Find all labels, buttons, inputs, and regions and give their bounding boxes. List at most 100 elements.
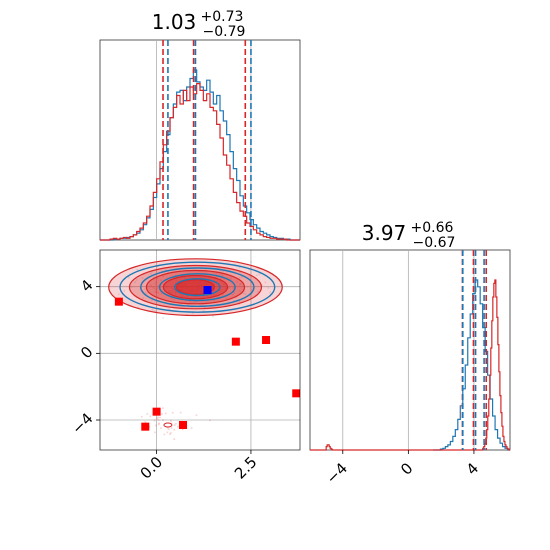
hist-panel-param2: −4 0 4 3.97 +0.66 −0.67 [309,220,511,488]
joint-scatter-point [123,289,126,292]
joint-red-square-2 [262,336,271,344]
hist-param2-x-tick-label-1: 0 [397,459,416,478]
joint-scatter-point [127,276,130,279]
joint-scatter-point [157,423,160,426]
joint-scatter-point [244,293,247,296]
joint-scatter-point [161,275,164,278]
joint-contours [108,258,283,428]
joint-scatter-point [161,407,164,410]
joint-scatter-point [155,290,158,293]
joint-scatter-point [174,291,177,294]
joint-scatter-point [238,276,241,279]
joint-scatter-point [206,295,209,298]
joint-scatter-point [160,412,163,415]
joint-scatter-point [117,293,120,296]
joint-scatter-point [179,411,182,414]
joint-scatter-point [223,278,226,281]
joint-scatter-point [169,431,172,434]
joint-scatter-point [144,420,147,423]
joint-scatter-point [159,279,162,282]
joint-scatter-point [176,425,179,428]
joint-scatter-point [171,287,174,290]
joint-scatter-point [143,287,146,290]
joint-red-square-4 [152,407,161,416]
joint-scatter-point [174,292,177,295]
joint-scatter-point [134,281,137,284]
joint-scatter-point [156,417,159,420]
joint-scatter-point [170,427,173,430]
joint-scatter-point [190,427,193,430]
joint-scatter-point [172,298,175,301]
joint-scatter-point [233,291,236,294]
joint-scatter-point [186,295,189,298]
joint-scatter-point [153,419,156,422]
joint-scatter-point [155,289,158,292]
joint-scatter-point [238,289,241,292]
joint-scatter-point [258,273,261,276]
joint-scatter-point [136,268,139,271]
param1-title: 1.03 +0.73 −0.79 [152,8,248,40]
joint-scatter-point [228,286,231,289]
hist-panel-param1: 1.03 +0.73 −0.79 [99,8,301,241]
joint-panel-frame [99,249,301,451]
joint-scatter-point [150,272,153,275]
joint-scatter-point [157,291,160,294]
joint-scatter-point [212,315,215,318]
joint-scatter-point [157,418,160,421]
joint-scatter-point [151,308,154,311]
joint-y-tick-label-2: 4 [77,276,96,295]
joint-scatter-point [264,281,267,284]
joint-contour-red-secondary [163,422,173,428]
joint-scatter-point [210,294,213,297]
joint-scatter-point [170,297,173,300]
joint-panel: 0.0 2.5 −4 0 4 [68,249,301,483]
joint-scatter-point [167,290,170,293]
joint-scatter-point [189,301,192,304]
joint-scatter-point [224,287,227,290]
hist-param2-x-tick-label-2: 4 [463,459,482,478]
joint-red-square-6 [179,421,188,429]
joint-scatter-point [232,286,235,289]
joint-x-tick-label-0: 0.0 [137,453,167,483]
joint-scatter-point [179,294,182,297]
joint-scatter-point [225,297,228,300]
joint-scatter-point [183,276,186,279]
joint-scatter-point [150,284,153,287]
hist-param1-series [100,69,300,241]
joint-scatter-point [149,415,152,418]
joint-red-square-3 [292,389,300,398]
hist-param2-x-tick-labels: −4 0 4 [323,450,482,488]
joint-scatter-point [160,292,163,295]
joint-contour-blue-2 [158,273,236,302]
joint-scatter-point [168,291,171,294]
joint-scatter-point [154,287,157,290]
joint-scatter-point [229,277,232,280]
joint-scatter-point [140,415,143,418]
joint-y-tick-label-0: −4 [68,409,96,437]
joint-red-square-0 [114,297,123,306]
hist-panel-param1-frame [99,39,301,241]
joint-scatter-point [215,272,218,275]
joint-scatter-point [269,291,272,294]
joint-scatter-point [162,419,165,422]
joint-scatter-point [255,274,258,277]
joint-scatter-point [135,279,138,282]
joint-scatter-point [142,296,145,299]
joint-scatter-point [220,277,223,280]
joint-markers [114,286,300,431]
joint-scatter-point [250,289,253,292]
joint-scatter-point [181,295,184,298]
joint-scatter-point [158,422,161,425]
joint-scatter-point [156,287,159,290]
hist-param2-x-tick-label-0: −4 [323,459,351,487]
joint-scatter-point [165,285,168,288]
joint-scatter-point [231,293,234,296]
joint-scatter-point [173,424,176,427]
joint-scatter-point [195,301,198,304]
hist-param1-series-red [100,83,300,241]
joint-contour-blue-3 [174,278,221,297]
joint-scatter-point [227,303,230,306]
joint-scatter-point [213,300,216,303]
joint-y-tick-labels: −4 0 4 [68,276,100,438]
joint-scatter-point [144,290,147,293]
